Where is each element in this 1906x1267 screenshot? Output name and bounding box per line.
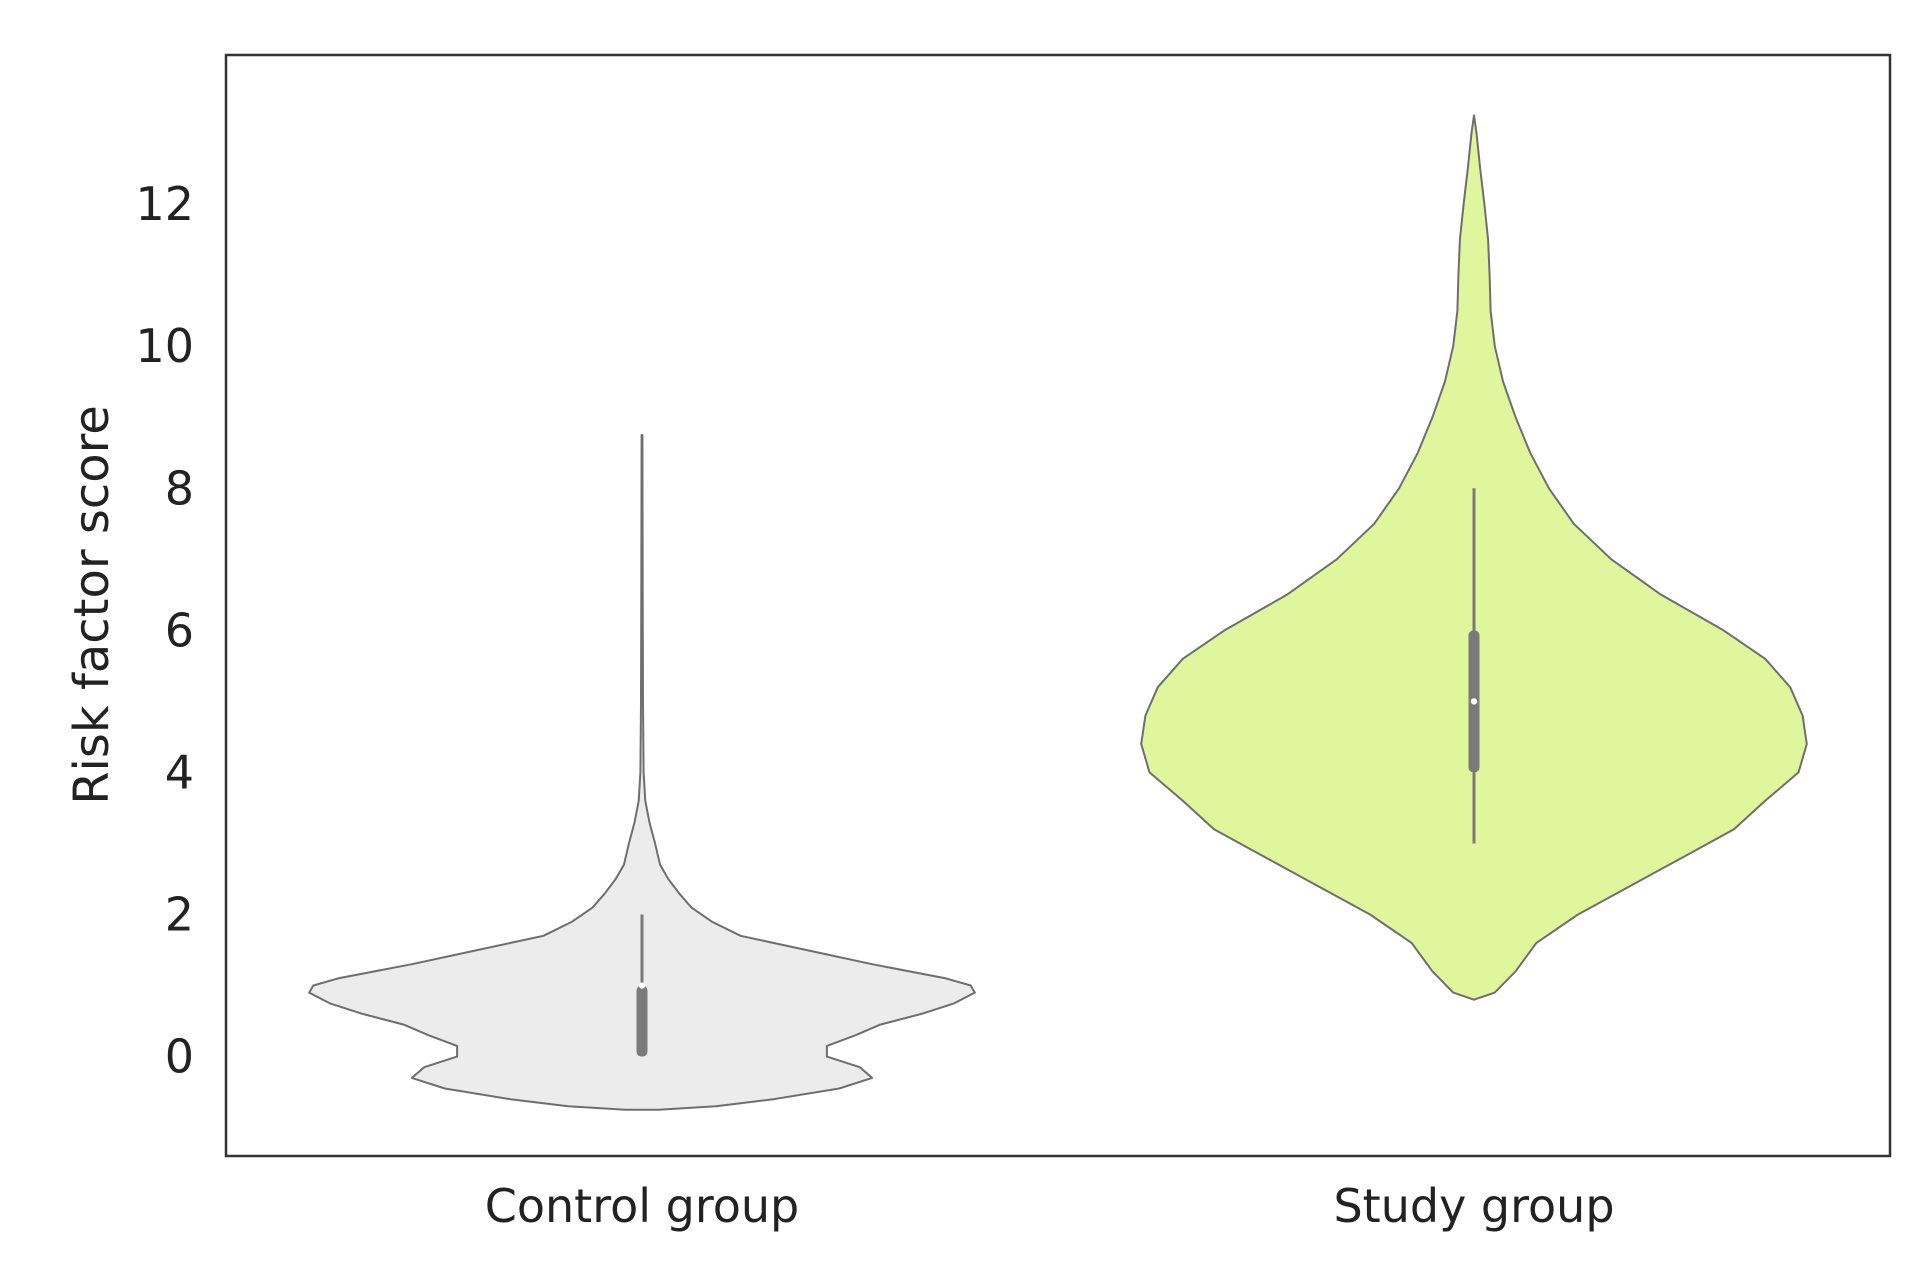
- violins-layer: [308, 114, 1808, 1111]
- x-tick-label: Control group: [485, 1179, 800, 1233]
- violin-median-dot: [1470, 698, 1478, 705]
- y-tick-label: 10: [135, 319, 194, 373]
- y-axis-label: Risk factor score: [64, 405, 120, 805]
- y-tick-label: 2: [165, 887, 194, 941]
- y-tick-label: 12: [135, 177, 194, 231]
- violin-median-dot: [638, 982, 646, 989]
- x-tick-labels: Control group Study group: [485, 1179, 1615, 1233]
- violin-body: [308, 434, 976, 1111]
- y-tick-labels: 0 2 4 6 8 10 12: [135, 177, 194, 1083]
- y-tick-label: 0: [165, 1030, 194, 1084]
- y-tick-label: 8: [165, 461, 194, 515]
- y-tick-label: 6: [165, 603, 194, 657]
- y-tick-label: 4: [165, 745, 194, 799]
- violin-iqr-box: [636, 985, 648, 1057]
- x-tick-label: Study group: [1333, 1179, 1614, 1233]
